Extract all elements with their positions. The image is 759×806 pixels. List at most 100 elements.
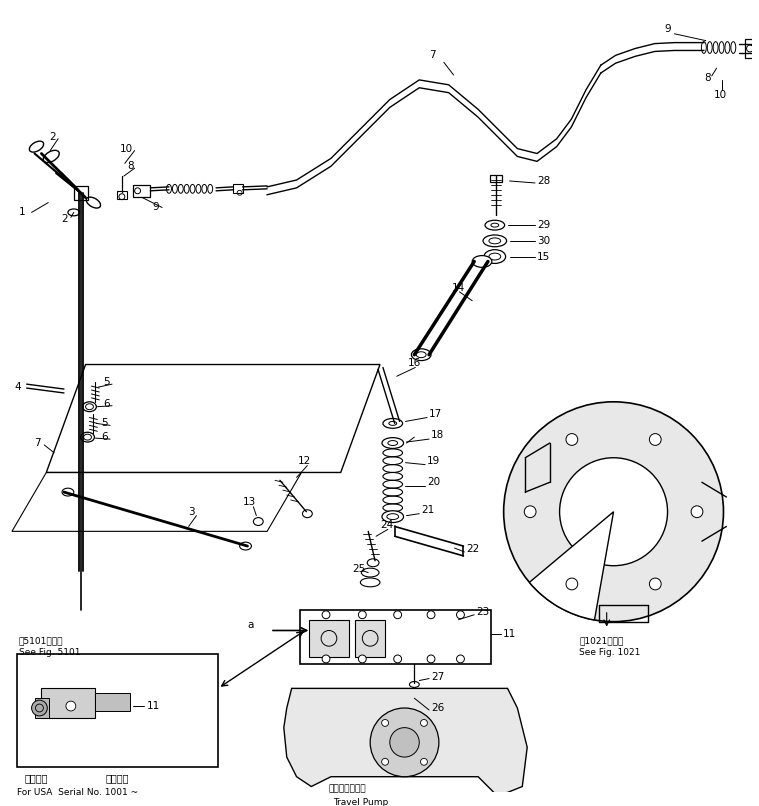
Text: a: a bbox=[247, 620, 254, 629]
Circle shape bbox=[358, 655, 367, 663]
Text: 29: 29 bbox=[537, 220, 550, 231]
Bar bbox=[355, 620, 385, 657]
Circle shape bbox=[559, 458, 668, 566]
Text: 12: 12 bbox=[298, 455, 310, 466]
Bar bbox=[310, 620, 348, 657]
Text: 9: 9 bbox=[153, 202, 159, 213]
Circle shape bbox=[394, 655, 402, 663]
Ellipse shape bbox=[483, 235, 506, 247]
Circle shape bbox=[650, 434, 661, 446]
Text: 20: 20 bbox=[427, 477, 440, 488]
Circle shape bbox=[524, 506, 536, 517]
Text: 5: 5 bbox=[103, 377, 110, 387]
Ellipse shape bbox=[472, 256, 492, 268]
Ellipse shape bbox=[361, 578, 380, 587]
Bar bbox=[17, 654, 218, 767]
Ellipse shape bbox=[485, 220, 505, 230]
Bar bbox=[490, 175, 502, 182]
Ellipse shape bbox=[411, 349, 431, 360]
Bar bbox=[745, 39, 759, 58]
Text: 9: 9 bbox=[665, 24, 671, 34]
Circle shape bbox=[322, 611, 330, 619]
Text: 7: 7 bbox=[34, 438, 41, 448]
Ellipse shape bbox=[409, 682, 419, 688]
Text: 23: 23 bbox=[476, 607, 490, 617]
Text: 19: 19 bbox=[427, 455, 440, 466]
Text: 5: 5 bbox=[101, 418, 108, 429]
Text: 18: 18 bbox=[431, 430, 444, 440]
Ellipse shape bbox=[83, 402, 96, 412]
Text: 14: 14 bbox=[452, 283, 465, 293]
Circle shape bbox=[322, 655, 330, 663]
Text: 6: 6 bbox=[101, 432, 108, 442]
Circle shape bbox=[457, 611, 465, 619]
Circle shape bbox=[566, 434, 578, 446]
Bar bbox=[233, 184, 243, 193]
Text: 24: 24 bbox=[380, 521, 393, 530]
Text: 11: 11 bbox=[146, 701, 159, 711]
Text: 26: 26 bbox=[431, 703, 444, 713]
Text: 25: 25 bbox=[352, 563, 366, 574]
Text: 16: 16 bbox=[408, 358, 420, 368]
Text: See Fig. 1021: See Fig. 1021 bbox=[579, 647, 641, 657]
Text: 2: 2 bbox=[49, 132, 56, 142]
Text: 28: 28 bbox=[537, 176, 550, 186]
Ellipse shape bbox=[383, 418, 402, 428]
Polygon shape bbox=[284, 688, 528, 796]
Text: 30: 30 bbox=[537, 236, 550, 246]
Text: 8: 8 bbox=[704, 73, 710, 83]
Circle shape bbox=[457, 655, 465, 663]
Circle shape bbox=[420, 758, 427, 765]
Text: 21: 21 bbox=[421, 505, 434, 515]
Text: 適用号機: 適用号機 bbox=[106, 774, 129, 783]
Text: 10: 10 bbox=[120, 143, 133, 154]
Text: 27: 27 bbox=[431, 671, 444, 682]
Circle shape bbox=[504, 402, 723, 621]
Text: 7: 7 bbox=[429, 50, 436, 60]
Bar bbox=[133, 185, 150, 197]
Text: 17: 17 bbox=[429, 409, 442, 418]
Circle shape bbox=[382, 720, 389, 726]
Text: 2: 2 bbox=[61, 214, 68, 224]
Text: Travel Pump: Travel Pump bbox=[333, 798, 388, 806]
Text: 3: 3 bbox=[189, 507, 195, 517]
Ellipse shape bbox=[382, 438, 404, 448]
Circle shape bbox=[427, 611, 435, 619]
Circle shape bbox=[420, 720, 427, 726]
Wedge shape bbox=[529, 512, 613, 620]
Circle shape bbox=[66, 701, 76, 711]
Text: 4: 4 bbox=[15, 382, 21, 392]
Text: ＵＳＡ用: ＵＳＡ用 bbox=[25, 774, 49, 783]
Bar bbox=[300, 610, 491, 664]
Ellipse shape bbox=[254, 517, 263, 526]
Text: 6: 6 bbox=[103, 399, 110, 409]
Ellipse shape bbox=[80, 432, 94, 442]
Circle shape bbox=[566, 578, 578, 590]
Text: 22: 22 bbox=[466, 544, 480, 554]
Text: 10: 10 bbox=[713, 89, 727, 100]
Circle shape bbox=[394, 611, 402, 619]
Text: 13: 13 bbox=[243, 497, 256, 507]
Circle shape bbox=[427, 655, 435, 663]
Ellipse shape bbox=[382, 511, 404, 522]
Circle shape bbox=[370, 708, 439, 777]
Ellipse shape bbox=[302, 509, 312, 517]
Text: 15: 15 bbox=[537, 251, 550, 262]
Ellipse shape bbox=[367, 559, 379, 567]
Ellipse shape bbox=[361, 568, 379, 577]
Text: See Fig. 5101: See Fig. 5101 bbox=[19, 647, 80, 657]
Bar bbox=[42, 688, 96, 718]
Circle shape bbox=[390, 728, 419, 757]
Circle shape bbox=[650, 578, 661, 590]
Bar bbox=[117, 191, 127, 198]
Ellipse shape bbox=[484, 250, 505, 264]
Text: 8: 8 bbox=[127, 161, 134, 171]
Text: 第1021図参照: 第1021図参照 bbox=[579, 637, 624, 646]
Circle shape bbox=[691, 506, 703, 517]
Bar bbox=[74, 186, 87, 200]
Circle shape bbox=[32, 700, 47, 716]
Text: トラベルポンプ: トラベルポンプ bbox=[329, 784, 367, 793]
Bar bbox=[96, 693, 130, 711]
Text: 11: 11 bbox=[502, 629, 516, 639]
Text: 第5101図参照: 第5101図参照 bbox=[19, 637, 63, 646]
